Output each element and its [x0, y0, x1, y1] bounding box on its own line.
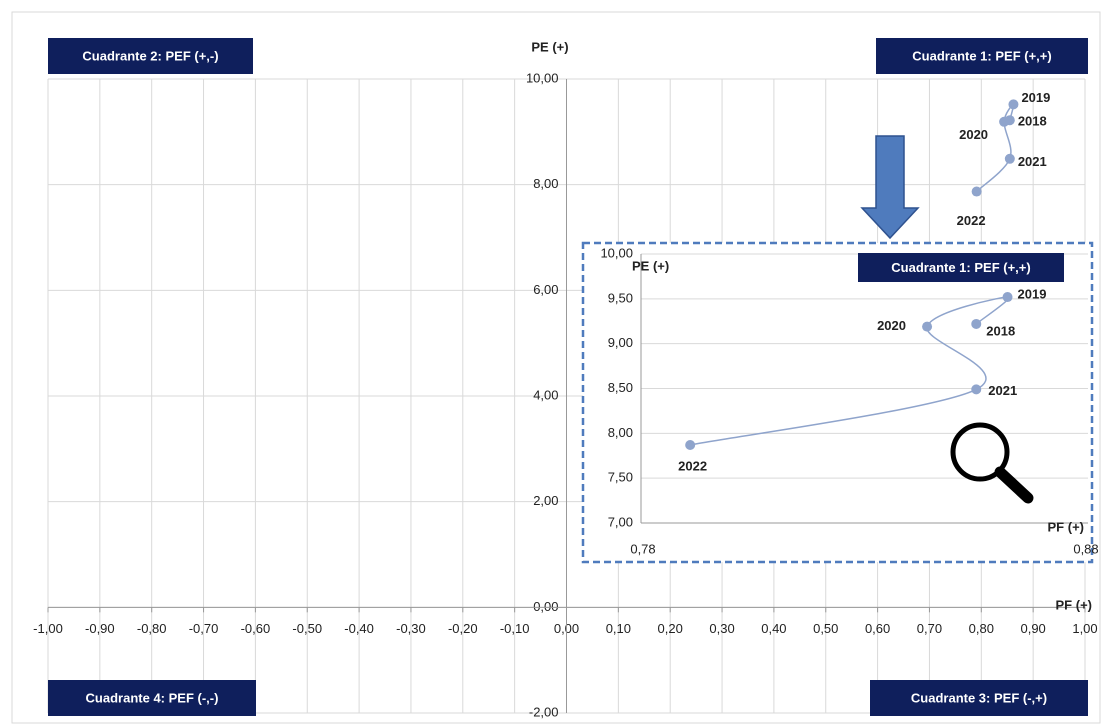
quadrant-box	[870, 680, 1088, 716]
quadrant-box	[876, 38, 1088, 74]
x-tick-label: 0,30	[709, 621, 734, 636]
point	[1002, 292, 1013, 303]
x-tick-label: 0,70	[917, 621, 942, 636]
point-label: 2020	[959, 127, 988, 142]
x-tick-label: 0,88	[1073, 541, 1098, 556]
y-axis-label: PE (+)	[632, 258, 669, 273]
point-label: 2018	[986, 323, 1015, 338]
y-tick-label: 7,50	[608, 470, 633, 485]
point	[1008, 99, 1019, 110]
point-label: 2022	[678, 458, 707, 473]
x-tick-label: -0,50	[292, 621, 322, 636]
y-tick-label: 0,00	[533, 599, 558, 614]
point	[1004, 153, 1015, 164]
point	[685, 439, 696, 450]
point	[999, 116, 1010, 127]
point-label: 2021	[988, 383, 1017, 398]
y-axis-label: PE (+)	[531, 39, 568, 54]
x-tick-label: -0,60	[241, 621, 271, 636]
point-label: 2019	[1018, 286, 1047, 301]
y-tick-label: 4,00	[533, 387, 558, 402]
arrow	[860, 135, 920, 240]
x-tick-label: -1,00	[33, 621, 63, 636]
x-tick-label: -0,30	[396, 621, 426, 636]
point	[922, 321, 933, 332]
x-tick-label: -0,80	[137, 621, 167, 636]
x-axis-label: PF (+)	[1048, 519, 1084, 534]
y-tick-label: 8,50	[608, 380, 633, 395]
quadrant-label: Cuadrante 1: PEF (+,+)	[891, 260, 1030, 275]
quadrant-label: Cuadrante 2: PEF (+,-)	[82, 48, 218, 63]
lens	[950, 422, 1010, 482]
x-tick-label: -0,40	[344, 621, 374, 636]
y-tick-label: 2,00	[533, 493, 558, 508]
x-axis-label: PF (+)	[1056, 597, 1092, 612]
y-tick-label: 9,50	[608, 290, 633, 305]
y-tick-label: 8,00	[533, 176, 558, 191]
point-label: 2018	[1018, 114, 1047, 129]
x-tick-label: 0,10	[606, 621, 631, 636]
y-tick-label: -2,00	[529, 704, 559, 719]
quadrant-label: Cuadrante 1: PEF (+,+)	[912, 48, 1051, 63]
point	[971, 384, 982, 395]
x-tick-label: 0,60	[865, 621, 890, 636]
point	[971, 186, 982, 197]
magnifier	[950, 422, 1034, 504]
y-tick-label: 10,00	[526, 70, 559, 85]
x-tick-label: 1,00	[1072, 621, 1097, 636]
quadrant-box	[48, 38, 253, 74]
handle	[994, 466, 1034, 504]
quadrant-label: Cuadrante 3: PEF (-,+)	[911, 690, 1047, 705]
point-label: 2021	[1018, 154, 1047, 169]
x-tick-label: -0,90	[85, 621, 115, 636]
quadrant-box	[858, 253, 1064, 282]
x-tick-label: -0,70	[189, 621, 219, 636]
point-label: 2020	[877, 318, 906, 333]
x-tick-label: -0,10	[500, 621, 530, 636]
x-tick-label: 0,90	[1020, 621, 1045, 636]
x-tick-label: 0,20	[658, 621, 683, 636]
point-label: 2019	[1021, 90, 1050, 105]
y-tick-label: 6,00	[533, 282, 558, 297]
y-tick-label: 7,00	[608, 514, 633, 529]
point-label: 2022	[957, 213, 986, 228]
x-tick-label: -0,20	[448, 621, 478, 636]
x-tick-label: 0,40	[761, 621, 786, 636]
x-tick-label: 0,80	[969, 621, 994, 636]
point	[971, 318, 982, 329]
x-tick-label: 0,50	[813, 621, 838, 636]
main-plot: -2,00 0,00 2,00 4,00 6,00 8,00 10,00 -1,00 -0,90…	[33, 38, 1098, 719]
y-tick-label: 10,00	[600, 245, 633, 260]
inset-frame	[581, 241, 1094, 564]
quadrant-box	[48, 680, 256, 716]
y-tick-label: 9,00	[608, 335, 633, 350]
quadrant-label: Cuadrante 4: PEF (-,-)	[86, 690, 219, 705]
y-tick-label: 8,00	[608, 425, 633, 440]
x-tick-label: 0,78	[630, 541, 655, 556]
